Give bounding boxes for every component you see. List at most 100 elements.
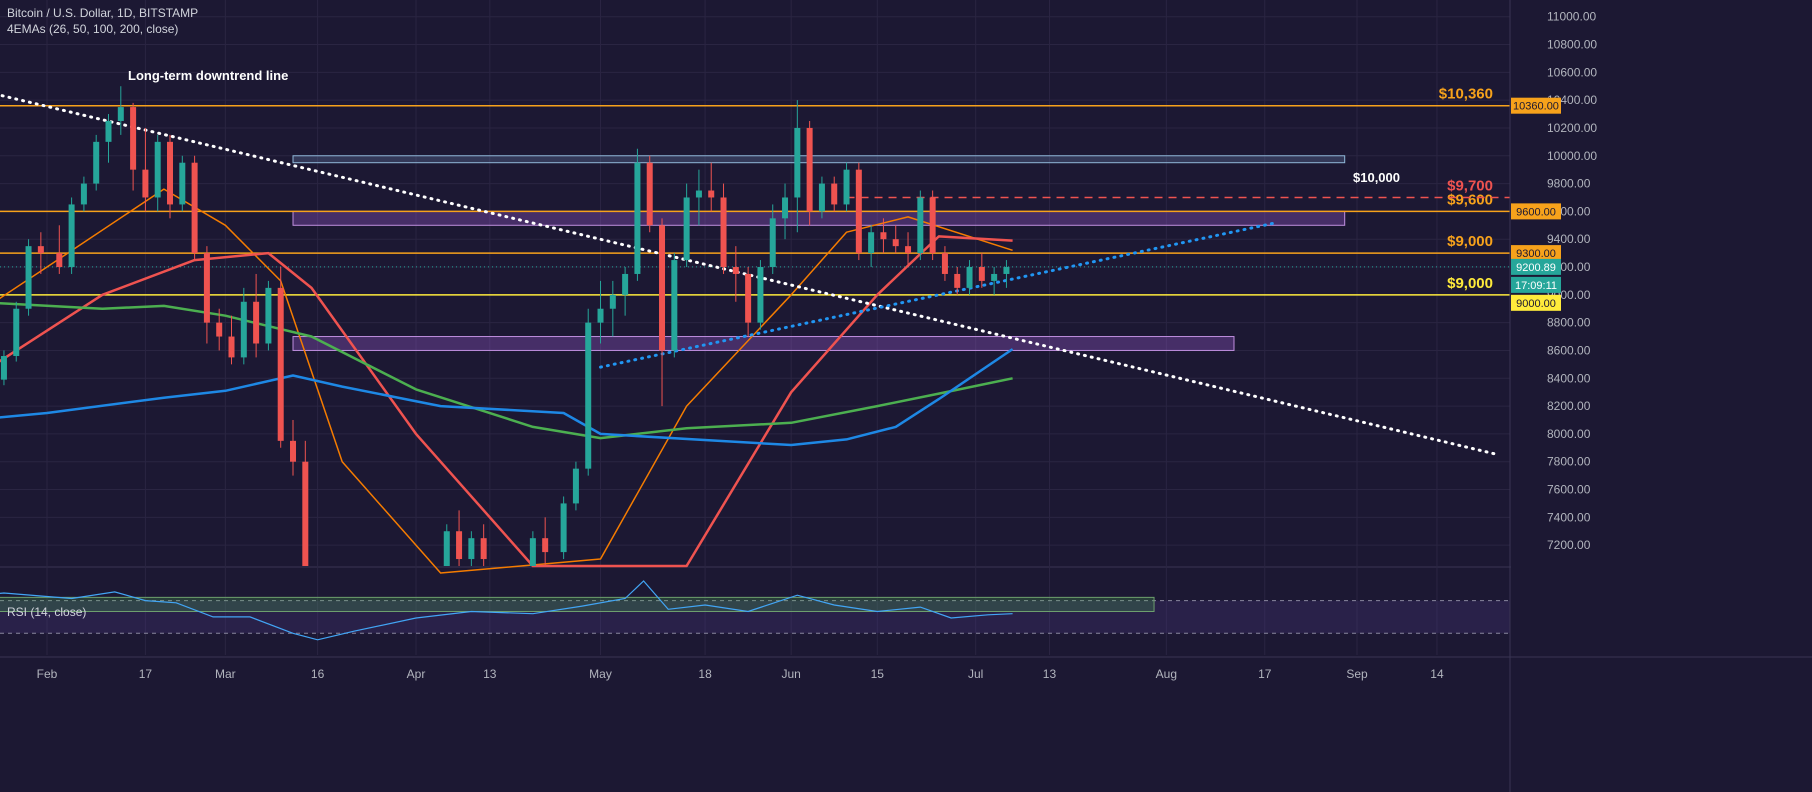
price-badge-text: 17:09:11 [1515,280,1557,292]
price-badge [1511,97,1561,114]
candle-body [203,253,210,323]
candle-body [560,503,567,553]
candle-body [782,197,789,219]
trend-lines [0,93,1500,457]
y-tick-label: 9800.00 [1547,177,1591,191]
candle-body [905,246,912,254]
rsi-pane [0,580,1510,641]
zone [292,155,1346,164]
y-tick-label: 10600.00 [1547,65,1597,79]
candle-body [597,308,604,323]
indicator-legend: 4EMAs (26, 50, 100, 200, close) [7,22,179,36]
candle-body [720,197,727,268]
zone [292,210,1346,226]
candle-body [68,204,75,268]
rsi-line [0,580,1013,641]
candle-body [732,267,739,274]
y-tick-label: 10200.00 [1547,121,1597,135]
candle-body [468,538,475,560]
candle-body [0,356,7,380]
level-label: $9,700 [1447,177,1493,194]
candle-body [37,246,44,254]
y-tick-label: 8200.00 [1547,399,1591,413]
y-tick-label: 8400.00 [1547,371,1591,385]
candle-body [880,232,887,240]
candle-body [265,287,272,344]
y-tick-label: 8000.00 [1547,427,1591,441]
candle-body [572,468,579,504]
level-label: $9,600 [1447,191,1493,208]
candle-body [818,183,825,212]
y-tick-label: 10000.00 [1547,149,1597,163]
horizontal-levels: $10,360 $9,600 $9,000 $9,000 $9,700 [0,86,1510,296]
main-pane-bg [0,0,1510,566]
y-tick-label: 8600.00 [1547,343,1591,357]
y-tick-label: 9400.00 [1547,232,1591,246]
candle-body [228,336,235,358]
candle-body [794,127,801,198]
y-tick-label: 7200.00 [1547,538,1591,552]
candle-body [659,225,666,351]
candle-body [480,538,487,560]
candle-body [290,440,297,462]
candle-body [695,190,702,198]
downtrend-trend-line [0,93,1500,457]
x-tick-label: Aug [1156,667,1177,681]
candle-body [240,301,247,358]
candle-body [56,253,63,268]
candle-body [585,322,592,469]
downtrend-annotation: Long-term downtrend line [128,68,288,83]
symbol-title: Bitcoin / U.S. Dollar, 1D, BITSTAMP [7,6,199,20]
level-label: $9,000 [1447,275,1493,292]
candle-body [806,127,813,212]
candle-body [167,141,174,205]
candles [0,86,1010,566]
candle-body [142,169,149,198]
x-tick-label: 17 [139,667,153,681]
x-tick-label: Feb [37,667,58,681]
x-tick-label: Apr [407,667,426,681]
candle-body [868,232,875,254]
candle-body [1003,267,1010,274]
candle-body [130,107,137,170]
price-badge-text: 9200.89 [1516,262,1556,274]
candle-body [443,531,450,566]
candle-body [191,162,198,254]
ema-200-line [0,348,1014,447]
x-tick-label: Sep [1346,667,1368,681]
candle-body [179,162,186,205]
y-tick-label: 7600.00 [1547,483,1591,497]
candle-body [25,246,32,309]
price-axis-bg [1511,0,1812,792]
ema-lines [0,188,1014,574]
candle-body [683,197,690,261]
candle-body [831,183,838,205]
candle-body [978,267,985,281]
ema-50-line [0,235,1013,568]
candle-body [954,273,961,288]
y-tick-label: 11000.00 [1547,10,1596,24]
candle-body [671,260,678,351]
candle-body [634,162,641,274]
x-tick-label: May [589,667,612,681]
candle-body [80,183,87,205]
zone-label-10000: $10,000 [1353,170,1400,185]
price-badge-text: 9000.00 [1516,298,1556,310]
price-badge [1511,294,1561,311]
x-tick-label: Mar [215,667,236,681]
candle-body [917,197,924,254]
rsi-title: RSI (14, close) [7,605,87,619]
candle-body [941,253,948,274]
candle-body [93,141,100,184]
level-label: $9,000 [1447,233,1493,250]
ema-26-line [0,188,1013,574]
candle-body [529,538,536,566]
y-tick-label: 8800.00 [1547,316,1591,330]
candle-body [745,273,752,323]
price-badges: 10360.00 9600.00 9300.00 9200.89 17:09:11 900… [1511,97,1561,311]
x-tick-label: 14 [1430,667,1444,681]
candle-body [991,273,998,281]
price-zones [292,155,1346,351]
